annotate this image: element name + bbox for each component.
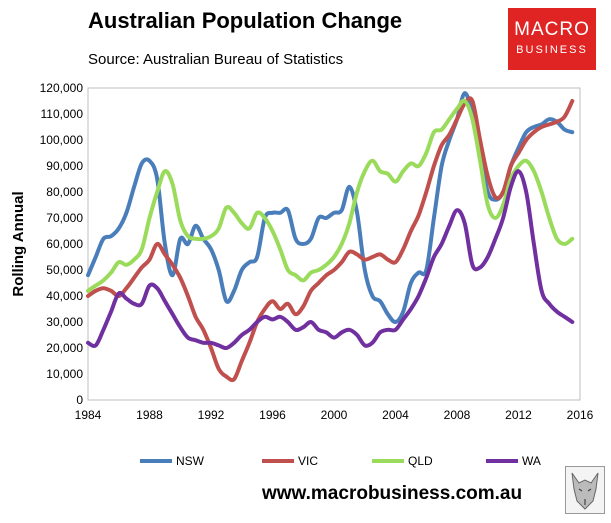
chart-subtitle: Source: Australian Bureau of Statistics [88,51,344,68]
y-axis-ticks: 0 10,000 20,000 30,000 40,000 50,000 60,000 70,… [40,81,84,407]
y-tick-label: 100,000 [40,133,84,147]
series-line-vic [86,96,575,383]
legend-label-nsw: NSW [176,454,205,468]
y-tick-label: 120,000 [40,81,84,95]
legend-label-qld: QLD [408,454,433,468]
x-axis-ticks: 1984 1988 1992 1996 2000 2004 2008 2012 2016 [75,408,594,422]
y-tick-label: 60,000 [46,237,83,251]
website-url: www.macrobusiness.com.au [262,483,523,504]
logo-line-business: BUSINESS [516,44,588,56]
y-tick-label: 70,000 [46,211,83,225]
y-tick-label: 50,000 [46,263,83,277]
chart-title: Australian Population Change [88,8,403,33]
plot-area-frame [87,87,581,401]
x-tick-label: 2000 [321,408,348,422]
series-line-nsw [86,91,575,324]
x-tick-label: 2004 [382,408,409,422]
macrobusiness-logo: MACRO BUSINESS [508,8,596,70]
x-tick-label: 2012 [505,408,532,422]
x-tick-label: 1992 [198,408,225,422]
x-tick-label: 2008 [444,408,471,422]
y-tick-label: 20,000 [46,341,83,355]
y-tick-label: 0 [76,393,83,407]
series-line-qld [86,98,575,293]
y-tick-label: 40,000 [46,289,83,303]
legend-label-wa: WA [522,454,541,468]
population-line-chart: 0 10,000 20,000 30,000 40,000 50,000 60,000 70,… [10,81,594,468]
x-tick-label: 1984 [75,408,102,422]
series-lines [86,91,575,383]
series-line-wa [86,169,575,351]
y-tick-label: 110,000 [41,107,84,121]
x-tick-label: 2016 [567,408,594,422]
x-tick-label: 1988 [136,408,163,422]
logo-line-macro: MACRO [514,19,590,40]
y-axis-label: Rolling Annual [10,191,27,296]
legend-label-vic: VIC [298,454,318,468]
y-tick-label: 10,000 [46,367,83,381]
legend: NSW VIC QLD WA [140,454,541,468]
y-tick-label: 30,000 [46,315,83,329]
x-tick-label: 1996 [259,408,286,422]
wolf-icon [565,466,605,514]
y-tick-label: 80,000 [46,185,83,199]
y-tick-label: 90,000 [46,159,83,173]
